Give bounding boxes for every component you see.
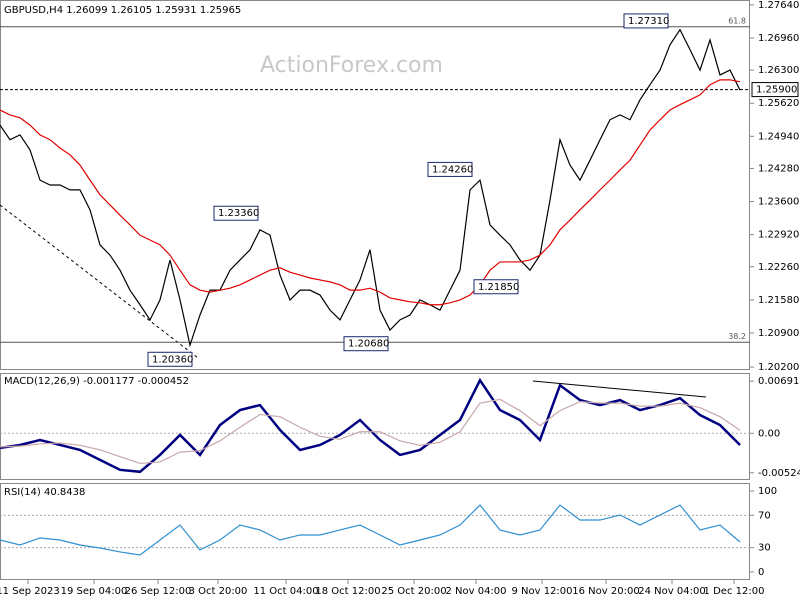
price-annotation-label: 1.20680 bbox=[348, 339, 389, 350]
price-annotation-label: 1.20360 bbox=[152, 354, 193, 365]
y-tick-label: 1.24280 bbox=[758, 163, 799, 174]
macd-title: MACD(12,26,9) -0.001177 -0.000452 bbox=[4, 376, 189, 387]
price-annotation-label: 1.24260 bbox=[432, 164, 473, 175]
y-tick-label: 1.25620 bbox=[758, 98, 799, 109]
y-tick-label: 1.26960 bbox=[758, 33, 799, 44]
price-annotation-box bbox=[147, 351, 193, 367]
y-tick-label: 1.23600 bbox=[758, 197, 799, 208]
y-tick-label: 1.20200 bbox=[758, 362, 799, 373]
rsi-panel bbox=[0, 483, 750, 580]
price-annotation-box bbox=[213, 205, 259, 221]
y-tick-label: 0 bbox=[758, 567, 764, 578]
series-line bbox=[0, 28, 741, 348]
current-price-label: 1.25900 bbox=[756, 85, 797, 96]
rsi-title: RSI(14) 40.8438 bbox=[4, 487, 85, 498]
x-tick-label: 2 Nov 04:00 bbox=[445, 586, 506, 597]
x-tick-label: 9 Nov 12:00 bbox=[511, 586, 572, 597]
y-tick-label: 100 bbox=[758, 486, 777, 497]
price-annotation-box bbox=[343, 336, 389, 352]
price-annotation-box bbox=[623, 13, 669, 29]
watermark: ActionForex.com bbox=[260, 53, 443, 78]
y-tick-label: 30 bbox=[758, 543, 771, 554]
level-label: 61.8 bbox=[728, 16, 746, 25]
x-tick-label: 1 Dec 12:00 bbox=[704, 586, 765, 597]
y-tick-label: 1.22920 bbox=[758, 230, 799, 241]
price-annotation-box bbox=[473, 279, 519, 295]
x-tick-label: 18 Oct 12:00 bbox=[315, 586, 380, 597]
x-tick-label: 11 Sep 2023 bbox=[0, 586, 60, 597]
y-tick-label: 0.00 bbox=[758, 428, 780, 439]
price-panel bbox=[0, 0, 750, 370]
y-tick-label: 1.27640 bbox=[758, 0, 799, 11]
trend-line bbox=[0, 204, 199, 359]
price-annotation-box bbox=[427, 161, 473, 177]
x-tick-label: 11 Oct 04:00 bbox=[253, 586, 318, 597]
x-tick-label: 24 Nov 04:00 bbox=[638, 586, 705, 597]
macd-panel bbox=[0, 373, 750, 480]
price-annotation-label: 1.23360 bbox=[218, 208, 259, 219]
divergence-line bbox=[532, 380, 707, 398]
price-annotation-label: 1.21850 bbox=[478, 282, 519, 293]
y-tick-label: 1.22260 bbox=[758, 262, 799, 273]
level-label: 38.2 bbox=[728, 332, 746, 341]
price-annotation-label: 1.27310 bbox=[628, 16, 669, 27]
price-title: GBPUSD,H4 1.26099 1.26105 1.25931 1.2596… bbox=[4, 5, 241, 16]
y-tick-label: 1.26300 bbox=[758, 65, 799, 76]
current-price-box bbox=[751, 82, 799, 98]
y-tick-label: 1.20900 bbox=[758, 328, 799, 339]
y-tick-label: 70 bbox=[758, 510, 771, 521]
y-tick-label: 1.24940 bbox=[758, 131, 799, 142]
series-line bbox=[0, 398, 741, 465]
series-line bbox=[0, 79, 741, 306]
x-tick-label: 26 Sep 12:00 bbox=[125, 586, 192, 597]
y-tick-label: 0.006915 bbox=[758, 376, 800, 387]
x-tick-label: 19 Sep 04:00 bbox=[61, 586, 128, 597]
series-line bbox=[0, 504, 741, 556]
series-line bbox=[0, 377, 741, 474]
x-tick-label: 25 Oct 20:00 bbox=[381, 586, 446, 597]
y-tick-label: 1.21580 bbox=[758, 295, 799, 306]
x-tick-label: 16 Nov 20:00 bbox=[572, 586, 639, 597]
x-tick-label: 3 Oct 20:00 bbox=[189, 586, 248, 597]
